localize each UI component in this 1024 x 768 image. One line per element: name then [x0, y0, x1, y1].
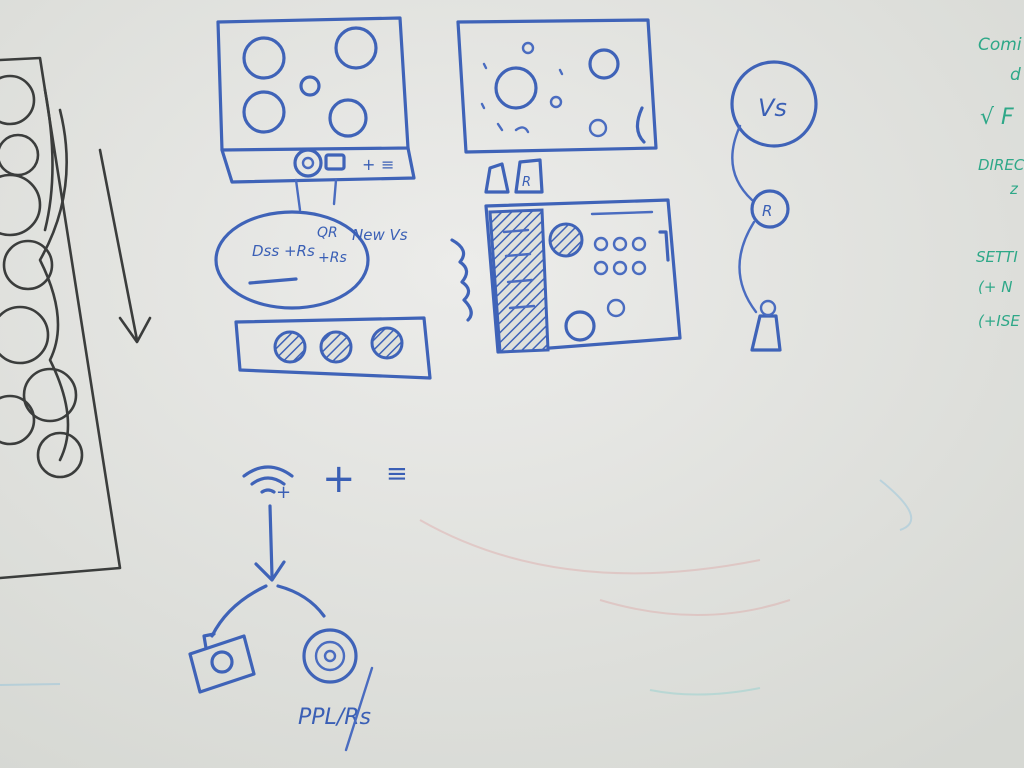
- note-line-6: SETTI: [976, 248, 1018, 266]
- screen-sketch-browse: R: [456, 18, 658, 194]
- bottom-icons-flow: + + ≡ PPL/Rs: [188, 456, 408, 752]
- user-icon: [484, 162, 510, 194]
- menu-glyph: ≡: [381, 155, 394, 174]
- vs-label: Vs: [758, 94, 787, 122]
- r-badge-icon: [514, 158, 544, 194]
- left-phone-sketch: [0, 56, 152, 580]
- popup-label-new-vs: New Vs: [352, 226, 408, 244]
- bottom-plus-glyph: +: [322, 456, 356, 502]
- note-line-3: √ F: [980, 105, 1014, 130]
- bottom-menu-glyph: ≡: [386, 459, 408, 489]
- wifi-plus-glyph: +: [276, 482, 291, 503]
- vs-circle: [730, 60, 818, 148]
- camera-icon: [324, 153, 346, 171]
- r-label: R: [762, 202, 772, 220]
- wifi-qr-icon: [293, 148, 323, 178]
- spiral-icon: [302, 628, 358, 684]
- screen-sketch-home: + ≡: [216, 16, 416, 212]
- svg-text:R: R: [522, 175, 531, 190]
- popup-label-dss: Dss +Rs: [252, 242, 315, 260]
- grid-dots: [593, 236, 647, 276]
- erased-smudges: [0, 479, 913, 696]
- popup-label-qr: QR: [317, 225, 338, 241]
- note-line-4: DIREC: [978, 156, 1024, 174]
- profile-flow-sketch: Vs R: [730, 60, 818, 352]
- r-circle: [750, 189, 790, 229]
- plus-glyph: +: [362, 155, 375, 174]
- camera-sketch-icon: [188, 634, 256, 694]
- note-line-2: d: [1010, 65, 1021, 85]
- note-line-7: (+ N: [978, 278, 1012, 296]
- hatched-circle-bar: [234, 316, 432, 380]
- person-icon: [750, 314, 782, 352]
- note-line-1: Comi: [978, 35, 1022, 55]
- screen-sketch-detail: [450, 198, 682, 354]
- side-notes: Comi d √ F DIREC z SETTI (+ N (+ISE: [976, 35, 1024, 330]
- popup-menu-sketch: Dss +Rs QR +Rs New Vs: [214, 210, 408, 310]
- note-line-8: (+ISE: [978, 312, 1020, 330]
- popup-label-plus: +Rs: [318, 250, 347, 266]
- note-line-5: z: [1009, 180, 1019, 198]
